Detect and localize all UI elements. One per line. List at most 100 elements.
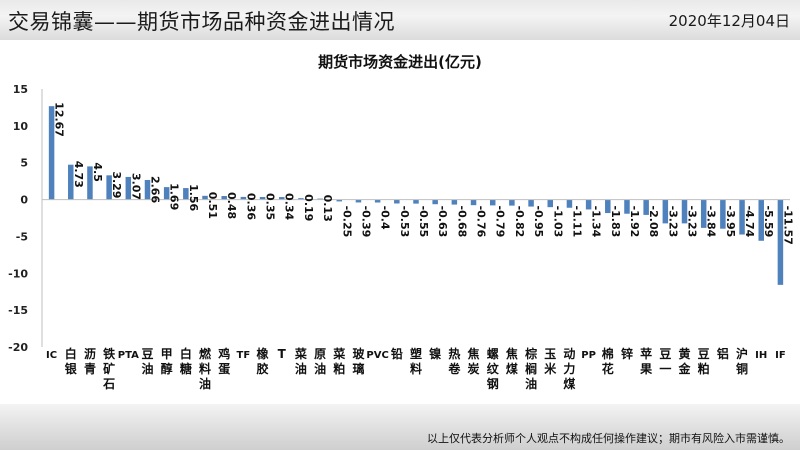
bar: [777, 199, 784, 285]
y-tick-label: -15: [8, 304, 28, 317]
bar: [489, 199, 496, 206]
value-label: -5.59: [762, 206, 775, 238]
category-label: 玉米: [544, 347, 557, 376]
value-label: -0.79: [494, 206, 507, 238]
value-label: -1.03: [551, 206, 564, 238]
category-label: 燃料油: [199, 346, 212, 391]
bar: [106, 175, 112, 200]
bar: [662, 199, 669, 224]
bar: [278, 197, 285, 200]
value-label: 4.73: [72, 161, 85, 188]
value-label: 0.13: [321, 195, 334, 222]
value-label: 1.69: [168, 183, 181, 210]
value-label: 12.67: [53, 102, 66, 137]
bar: [298, 198, 304, 200]
value-label: 1.56: [187, 184, 200, 211]
value-label: 0.19: [302, 194, 315, 221]
category-label: 铅: [390, 346, 403, 361]
header-bar: 交易锦囊——期货市场品种资金进出情况 2020年12月04日: [0, 0, 800, 40]
value-label: -0.82: [513, 206, 526, 238]
category-label: 塑料: [410, 346, 422, 376]
report-date: 2020年12月04日: [668, 12, 790, 30]
category-label: 铝: [717, 346, 729, 361]
category-label: IF: [775, 350, 786, 361]
bar: [221, 196, 227, 200]
bar: [643, 199, 649, 215]
value-label: -0.55: [417, 206, 430, 238]
category-label: 棕榈油: [524, 346, 537, 391]
value-label: -0.63: [436, 206, 449, 238]
bar: [758, 199, 764, 241]
y-tick-label: -10: [8, 267, 28, 280]
category-label: PVC: [366, 350, 388, 361]
value-label: -3.95: [724, 206, 737, 238]
bar: [720, 199, 726, 229]
y-tick-label: 10: [13, 120, 29, 133]
bar: [739, 199, 745, 235]
bar: [509, 199, 515, 206]
value-label: -2.08: [647, 206, 660, 238]
value-label: -0.76: [475, 206, 488, 238]
bar: [585, 199, 592, 210]
fund-flow-bar-chart: 期货市场资金进出(亿元) 15 10 5 0 -5 -10 -15 -20 12.67 4.73…: [8, 53, 795, 391]
value-label: 4.5: [91, 162, 104, 182]
footer-bar: 以上仅代表分析师个人观点不构成任何操作建议；期市有风险入市需谨慎。: [0, 404, 800, 450]
bar: [374, 199, 381, 203]
category-label: IC: [46, 350, 57, 361]
category-label: 豆粕: [698, 347, 710, 376]
bar: [259, 196, 266, 200]
bar: [566, 199, 573, 208]
category-label: 白银: [65, 346, 78, 376]
bar: [432, 199, 438, 205]
page-title: 交易锦囊——期货市场品种资金进出情况: [8, 10, 395, 34]
category-label: 镍: [429, 346, 441, 361]
bar: [355, 199, 362, 203]
y-tick-label: 15: [13, 83, 28, 96]
category-label: PP: [581, 350, 596, 361]
value-label: -0.4: [379, 206, 392, 230]
category-label: 沥青: [84, 347, 96, 376]
category-label: 焦煤: [505, 346, 518, 376]
y-axis-ticks: 15 10 5 0 -5 -10 -15 -20: [8, 83, 28, 354]
category-label: 豆一: [659, 347, 671, 376]
bar: [87, 166, 93, 200]
value-label: -0.53: [398, 206, 411, 238]
value-labels: 12.67 4.73 4.5 3.29 3.07 2.66 1.69 1.56 0.51 0.48…: [53, 102, 795, 245]
category-label: 黄金: [678, 346, 692, 376]
category-label: 热卷: [447, 346, 461, 376]
bar: [68, 164, 74, 200]
value-label: 2.66: [148, 176, 161, 203]
category-label: 玻璃: [352, 346, 365, 376]
value-label: 0.48: [225, 192, 238, 219]
bar: [681, 199, 688, 224]
bar: [624, 199, 630, 214]
category-label: 铁矿石: [102, 346, 115, 391]
bar: [240, 196, 247, 200]
bar: [336, 199, 343, 202]
value-label: 0.36: [244, 193, 257, 220]
bar: [700, 199, 707, 228]
bar: [413, 199, 419, 204]
value-label: -3.23: [686, 206, 699, 238]
bar: [48, 106, 55, 200]
value-label: -1.34: [590, 206, 603, 238]
category-label: 动力煤: [563, 347, 575, 391]
category-label: 甲醇: [161, 347, 173, 376]
bar: [202, 195, 208, 200]
category-label: 橡胶: [257, 346, 270, 376]
category-label: 焦炭: [467, 346, 480, 376]
value-label: 3.29: [110, 171, 123, 198]
value-label: -1.92: [628, 206, 641, 238]
bar: [547, 199, 554, 208]
chart-title: 期货市场资金进出(亿元): [318, 53, 482, 71]
category-label: 豆油: [141, 347, 153, 376]
value-label: -11.57: [781, 206, 794, 245]
value-label: -0.95: [532, 206, 545, 238]
category-label: IH: [755, 350, 767, 361]
bar: [163, 187, 170, 200]
value-label: -1.83: [609, 206, 622, 238]
category-label: 菜油: [294, 346, 307, 376]
category-label: 白糖: [180, 346, 192, 376]
category-label: PTA: [118, 350, 139, 361]
category-label: 鸡蛋: [217, 346, 230, 376]
